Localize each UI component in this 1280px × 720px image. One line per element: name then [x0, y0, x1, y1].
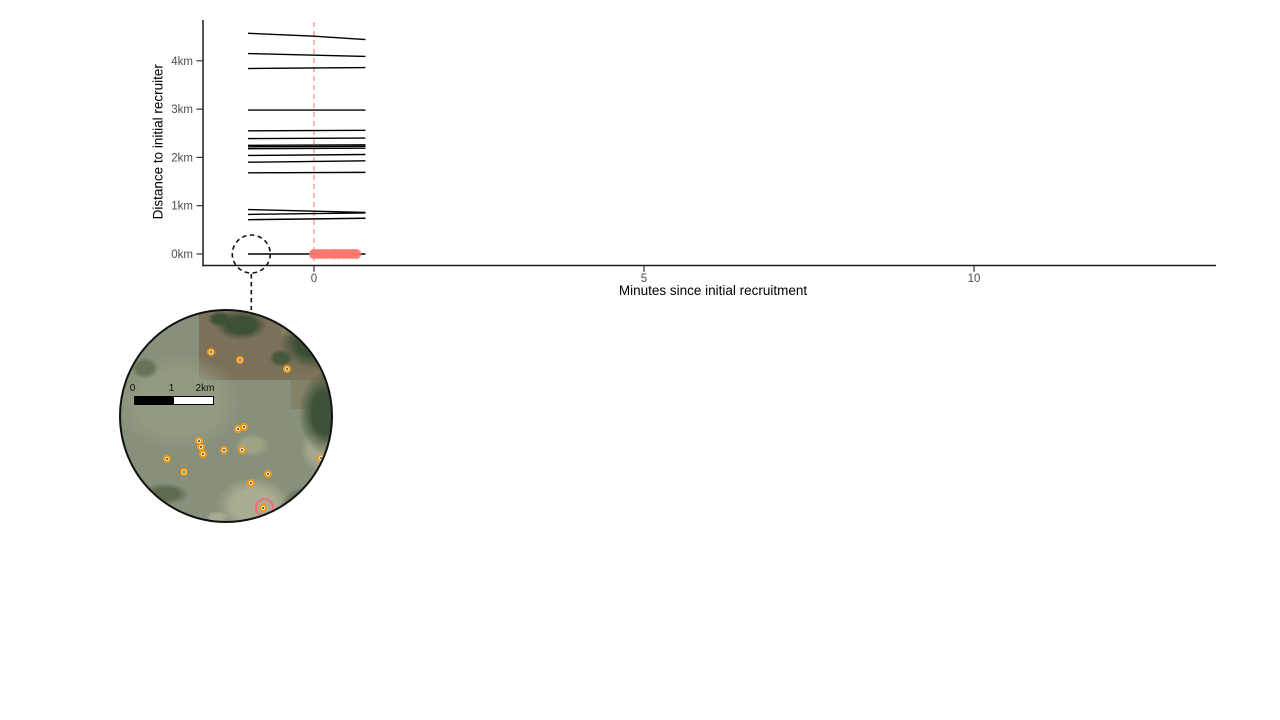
y-axis-title: Distance to initial recruiter: [150, 64, 166, 220]
scalebar-label-2km: 2km: [195, 383, 215, 394]
recruited-point: [351, 249, 362, 259]
y-tick-label: 1km: [171, 201, 193, 213]
satellite-map-inset: 0 1 2km: [119, 309, 333, 523]
x-tick-label: 10: [968, 273, 981, 285]
trajectory-line: [247, 66, 366, 70]
map-marker: [219, 446, 228, 455]
map-marker: [317, 454, 325, 463]
map-marker: [163, 454, 171, 463]
trajectory-line: [247, 212, 366, 216]
trajectory-line: [247, 153, 366, 157]
map-marker: [236, 356, 244, 365]
map-marker: [198, 449, 207, 458]
trajectory-line: [247, 32, 366, 41]
scalebar-segment-white: [174, 397, 213, 404]
scalebar-label-1: 1: [168, 383, 175, 394]
y-tick-label: 4km: [171, 56, 193, 68]
trajectory-line: [247, 52, 366, 58]
y-tick-label: 0km: [171, 249, 193, 261]
map-marker: [238, 446, 246, 455]
origin-zoom-circle: [231, 234, 272, 274]
scalebar-label-0: 0: [129, 383, 136, 394]
map-marker: [206, 347, 215, 356]
trajectory-line: [247, 160, 366, 163]
x-tick-label: 5: [641, 273, 647, 285]
trajectory-line: [247, 208, 366, 214]
map-scalebar: 0 1 2km: [129, 383, 239, 409]
map-marker: [247, 478, 255, 487]
map-marker: [234, 425, 243, 434]
map-marker: [264, 470, 273, 479]
x-tick-label: 0: [311, 273, 317, 285]
map-marker-layer: [121, 311, 331, 521]
recruiter-highlight-ring: [254, 498, 274, 517]
scalebar-segment-black: [135, 397, 174, 404]
y-tick-label: 3km: [171, 104, 193, 116]
scalebar-bar: [134, 396, 214, 405]
y-tick-label: 2km: [171, 152, 193, 164]
map-marker: [283, 365, 292, 374]
map-marker: [180, 467, 189, 476]
x-axis-title: Minutes since initial recruitment: [618, 283, 808, 298]
trajectory-line: [247, 217, 366, 221]
